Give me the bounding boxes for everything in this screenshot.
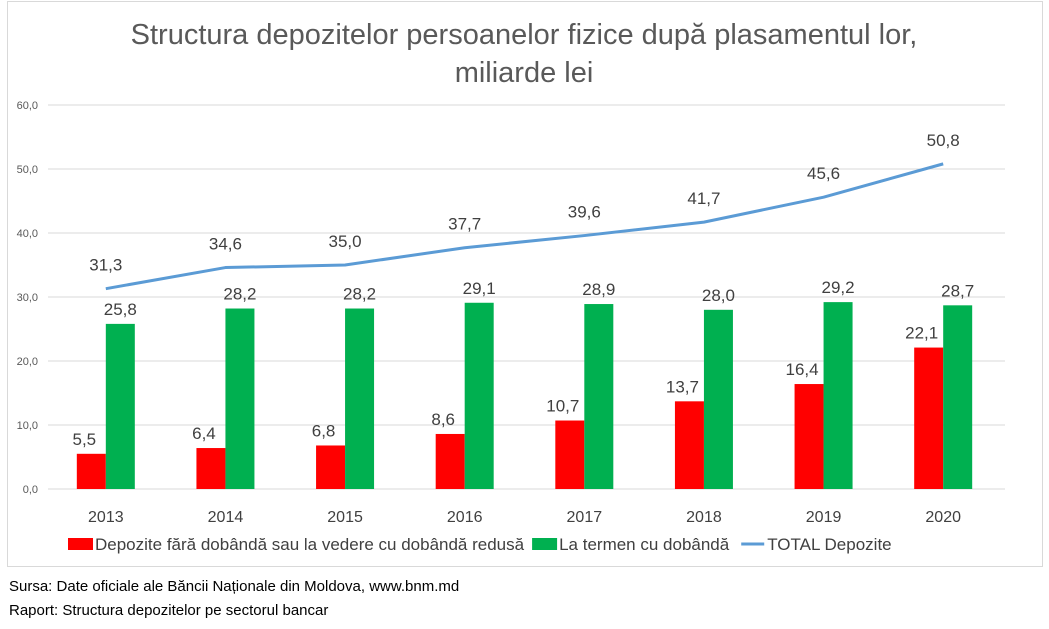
y-tick-label: 0,0 <box>23 484 38 496</box>
bar-depozite-fara-dobanda <box>435 433 465 489</box>
x-tick-label: 2019 <box>806 509 842 526</box>
data-label: 22,1 <box>905 324 938 343</box>
bar-la-termen <box>823 302 853 489</box>
line-data-label: 34,6 <box>209 235 242 254</box>
y-tick-label: 10,0 <box>17 420 38 432</box>
data-label: 5,5 <box>72 430 96 449</box>
chart-title-line-1: Structura depozitelor persoanelor fizice… <box>131 19 918 51</box>
bar-la-termen <box>105 323 135 489</box>
source-note: Sursa: Date oficiale ale Băncii Național… <box>9 578 460 595</box>
x-tick-label: 2014 <box>208 509 244 526</box>
legend-label: La termen cu dobândă <box>559 535 730 554</box>
data-label: 28,7 <box>941 281 974 300</box>
data-label: 6,4 <box>192 424 216 443</box>
x-tick-label: 2017 <box>567 509 603 526</box>
y-tick-label: 50,0 <box>17 164 38 176</box>
bar-la-termen <box>345 308 375 489</box>
bar-la-termen <box>225 308 255 489</box>
bar-depozite-fara-dobanda <box>914 347 944 489</box>
y-tick-label: 20,0 <box>17 356 38 368</box>
x-tick-label: 2020 <box>925 509 961 526</box>
x-tick-label: 2016 <box>447 509 483 526</box>
data-label: 29,1 <box>463 279 496 298</box>
x-tick-label: 2013 <box>88 509 124 526</box>
data-label: 10,7 <box>546 397 579 416</box>
data-label: 29,2 <box>822 278 855 297</box>
legend-label: TOTAL Depozite <box>767 535 891 554</box>
data-label: 6,8 <box>312 421 336 440</box>
legend-swatch <box>532 538 558 550</box>
chart-frame <box>7 1 1043 567</box>
x-tick-label: 2018 <box>686 509 722 526</box>
line-data-label: 41,7 <box>687 189 720 208</box>
y-tick-label: 40,0 <box>17 228 38 240</box>
data-label: 28,2 <box>223 285 256 304</box>
x-tick-label: 2015 <box>327 509 363 526</box>
line-data-label: 39,6 <box>568 203 601 222</box>
line-data-label: 31,3 <box>89 256 122 275</box>
bar-la-termen <box>584 304 614 489</box>
bar-depozite-fara-dobanda <box>196 448 226 489</box>
bar-depozite-fara-dobanda <box>555 420 585 489</box>
legend-swatch <box>68 538 93 550</box>
total-depozite-line <box>105 162 944 291</box>
line-data-label: 37,7 <box>448 215 481 234</box>
data-label: 16,4 <box>786 360 819 379</box>
line-data-label: 45,6 <box>807 164 840 183</box>
line-data-label: 50,8 <box>927 131 960 150</box>
report-note: Raport: Structura depozitelor pe sectoru… <box>9 602 329 619</box>
data-label: 28,0 <box>702 286 735 305</box>
data-label: 28,2 <box>343 285 376 304</box>
data-label: 13,7 <box>666 377 699 396</box>
bar-depozite-fara-dobanda <box>316 445 346 489</box>
bar-depozite-fara-dobanda <box>76 453 106 489</box>
y-tick-label: 60,0 <box>17 100 38 112</box>
bar-la-termen <box>703 309 733 489</box>
bar-depozite-fara-dobanda <box>674 401 704 489</box>
data-label: 28,9 <box>582 280 615 299</box>
legend-label: Depozite fără dobândă sau la vedere cu d… <box>95 535 525 554</box>
data-label: 25,8 <box>104 300 137 319</box>
y-tick-label: 30,0 <box>17 292 38 304</box>
chart-title-line-2: miliarde lei <box>455 57 594 89</box>
line-data-label: 35,0 <box>329 232 362 251</box>
bar-la-termen <box>943 305 973 489</box>
data-label: 8,6 <box>431 410 455 429</box>
bar-la-termen <box>464 302 494 489</box>
bar-depozite-fara-dobanda <box>794 384 824 489</box>
